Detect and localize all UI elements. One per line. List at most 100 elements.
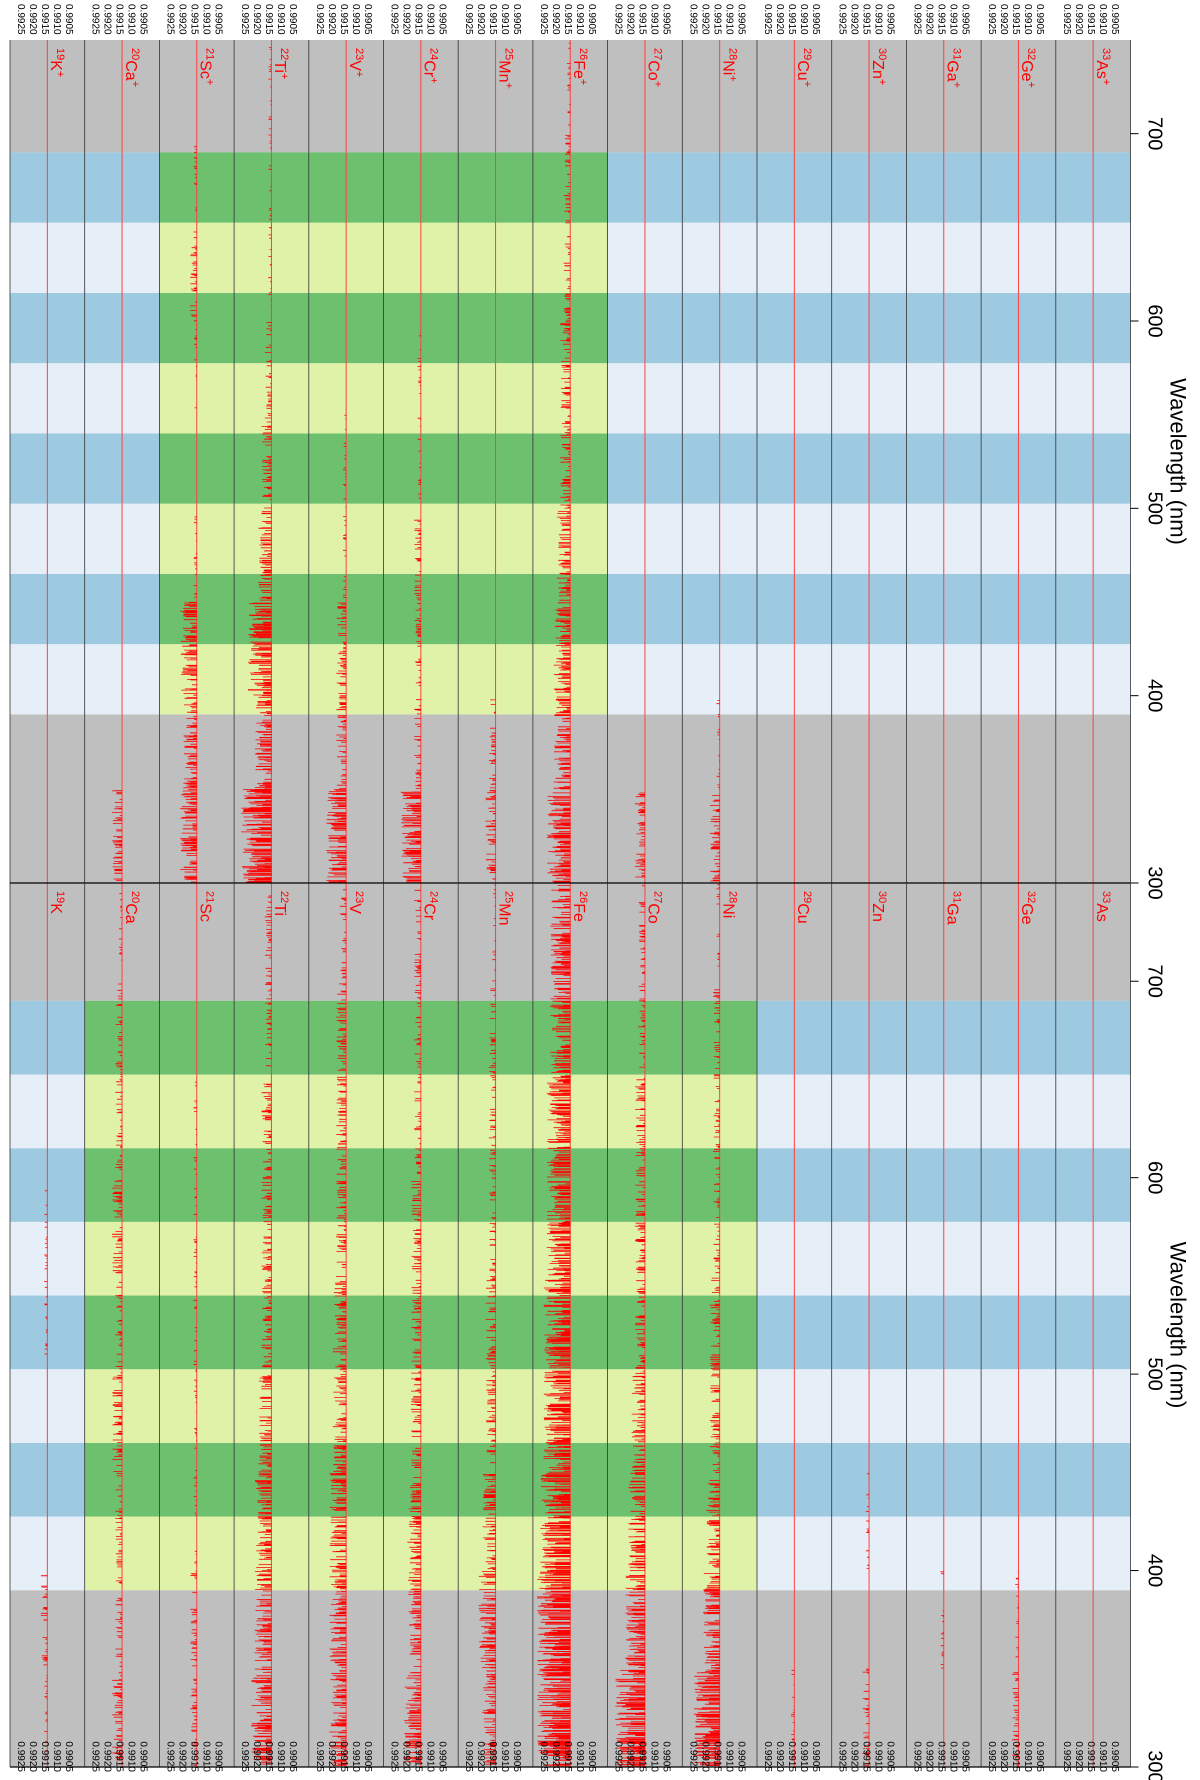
y-tick-label: 0.9915 bbox=[711, 4, 722, 35]
absorption-lines-ti bbox=[261, 1178, 272, 1272]
absorption-lines-ni bbox=[706, 1472, 720, 1568]
element-label-co: 27Co bbox=[645, 891, 664, 924]
element-label-ga: 31Ga bbox=[943, 891, 962, 925]
y-tick-label: 0.9915 bbox=[1085, 4, 1096, 35]
element-label-as: 33As bbox=[1093, 891, 1112, 922]
mass-number: 28 bbox=[726, 891, 738, 903]
absorption-lines-mn bbox=[485, 1276, 496, 1373]
absorption-lines-cr bbox=[411, 1279, 421, 1374]
y-tick-label: 0.9920 bbox=[475, 1741, 486, 1772]
x-tick-label: 600 bbox=[1144, 304, 1166, 337]
x-tick-label: 600 bbox=[1144, 1161, 1166, 1194]
absorption-lines-cr bbox=[414, 889, 421, 977]
y-tick-label: 0.9915 bbox=[413, 4, 424, 35]
mass-number: 32 bbox=[1025, 48, 1037, 60]
y-tick-label: 0.9905 bbox=[437, 1741, 448, 1772]
y-tick-label: 0.9910 bbox=[425, 1741, 436, 1772]
y-tick-label: 0.9905 bbox=[362, 4, 373, 35]
element-symbol: Cr bbox=[421, 60, 438, 78]
mass-number: 33 bbox=[1100, 48, 1112, 60]
x-tick-label: 300 bbox=[1144, 866, 1166, 899]
element-symbol: Zn bbox=[869, 60, 886, 79]
y-tick-label: 0.9925 bbox=[613, 4, 624, 35]
absorption-lines-co bbox=[638, 983, 645, 1079]
y-tick-label: 0.9915 bbox=[413, 1741, 424, 1772]
ion-charge: + bbox=[54, 71, 66, 77]
absorption-lines-v bbox=[326, 789, 347, 883]
y-tick-label: 0.9910 bbox=[723, 4, 734, 35]
y-tick-label: 0.9920 bbox=[849, 1741, 860, 1772]
element-symbol: Ga bbox=[943, 903, 960, 924]
y-tick-label: 0.9920 bbox=[1073, 1741, 1084, 1772]
mass-number: 20 bbox=[129, 48, 141, 60]
absorption-lines-ca bbox=[112, 1180, 123, 1274]
ion-charge: + bbox=[129, 81, 141, 87]
absorption-lines-k bbox=[44, 1281, 48, 1355]
mass-number: 19 bbox=[54, 48, 66, 60]
mass-number: 21 bbox=[203, 891, 215, 903]
absorption-lines-mn bbox=[482, 1670, 496, 1765]
y-tick-label: 0.9920 bbox=[176, 4, 187, 35]
absorption-lines-ti bbox=[265, 982, 272, 1067]
mass-number: 33 bbox=[1100, 891, 1112, 903]
y-tick-label: 0.9920 bbox=[625, 4, 636, 35]
y-tick-label: 0.9910 bbox=[574, 4, 585, 35]
y-tick-label: 0.9915 bbox=[1010, 4, 1021, 35]
absorption-lines-fe bbox=[560, 415, 571, 509]
y-tick-label: 0.9920 bbox=[102, 4, 113, 35]
absorption-lines-mn bbox=[486, 1375, 496, 1464]
y-tick-label: 0.9915 bbox=[39, 1741, 50, 1772]
absorption-lines-ti bbox=[261, 415, 272, 509]
absorption-lines-v bbox=[343, 516, 347, 598]
y-tick-label: 0.9905 bbox=[212, 4, 223, 35]
absorption-lines-co bbox=[615, 1669, 645, 1768]
y-tick-label: 0.9910 bbox=[275, 1741, 286, 1772]
y-tick-label: 0.9910 bbox=[126, 1741, 137, 1772]
absorption-lines-ca bbox=[115, 1577, 123, 1667]
element-label-v: 23V bbox=[346, 891, 365, 914]
y-tick-label: 0.9905 bbox=[959, 4, 970, 35]
mass-number: 27 bbox=[652, 891, 664, 903]
element-label-cr: 24Cr+ bbox=[421, 48, 440, 84]
mass-number: 19 bbox=[54, 891, 66, 903]
absorption-lines-fe bbox=[550, 981, 571, 1080]
y-tick-label: 0.9910 bbox=[798, 4, 809, 35]
absorption-lines-zn bbox=[862, 1668, 870, 1767]
element-symbol: As bbox=[1093, 903, 1110, 922]
y-tick-label: 0.9905 bbox=[586, 4, 597, 35]
element-label-as: 33As+ bbox=[1093, 48, 1112, 85]
element-symbol: Ca bbox=[122, 903, 139, 924]
element-symbol: Sc bbox=[196, 60, 213, 79]
absorption-lines-fe bbox=[553, 602, 571, 693]
absorption-lines-fe bbox=[543, 1374, 571, 1473]
mass-number: 25 bbox=[502, 48, 514, 60]
element-label-mn: 25Mn+ bbox=[495, 48, 514, 89]
y-tick-label: 0.9920 bbox=[27, 1741, 38, 1772]
y-tick-label: 0.9915 bbox=[935, 1741, 946, 1772]
y-tick-label: 0.9905 bbox=[1109, 4, 1120, 35]
y-tick-label: 0.9925 bbox=[911, 1741, 922, 1772]
y-tick-label: 0.9915 bbox=[487, 1741, 498, 1772]
absorption-lines-co bbox=[634, 792, 645, 878]
y-tick-label: 0.9910 bbox=[1022, 4, 1033, 35]
y-tick-label: 0.9920 bbox=[401, 4, 412, 35]
absorption-lines-v bbox=[329, 1472, 347, 1571]
y-tick-label: 0.9915 bbox=[562, 4, 573, 35]
y-tick-label: 0.9915 bbox=[338, 1741, 349, 1772]
x-tick-label: 700 bbox=[1144, 117, 1166, 150]
absorption-lines-mn bbox=[488, 699, 496, 789]
element-label-fe: 26Fe bbox=[570, 891, 589, 922]
y-tick-label: 0.9915 bbox=[188, 4, 199, 35]
y-tick-label: 0.9910 bbox=[873, 4, 884, 35]
y-tick-label: 0.9915 bbox=[637, 1741, 648, 1772]
ion-charge: + bbox=[203, 79, 215, 85]
element-label-ti: 22Ti bbox=[271, 891, 290, 916]
absorption-lines-sc bbox=[190, 1678, 197, 1766]
absorption-lines-ti bbox=[241, 789, 272, 883]
element-symbol: Fe bbox=[570, 903, 587, 922]
absorption-lines-ni bbox=[709, 1277, 720, 1371]
absorption-lines-ca bbox=[115, 1080, 123, 1170]
absorption-lines-sc bbox=[190, 231, 197, 322]
mass-number: 24 bbox=[428, 891, 440, 903]
element-label-zn: 30Zn bbox=[869, 891, 888, 922]
